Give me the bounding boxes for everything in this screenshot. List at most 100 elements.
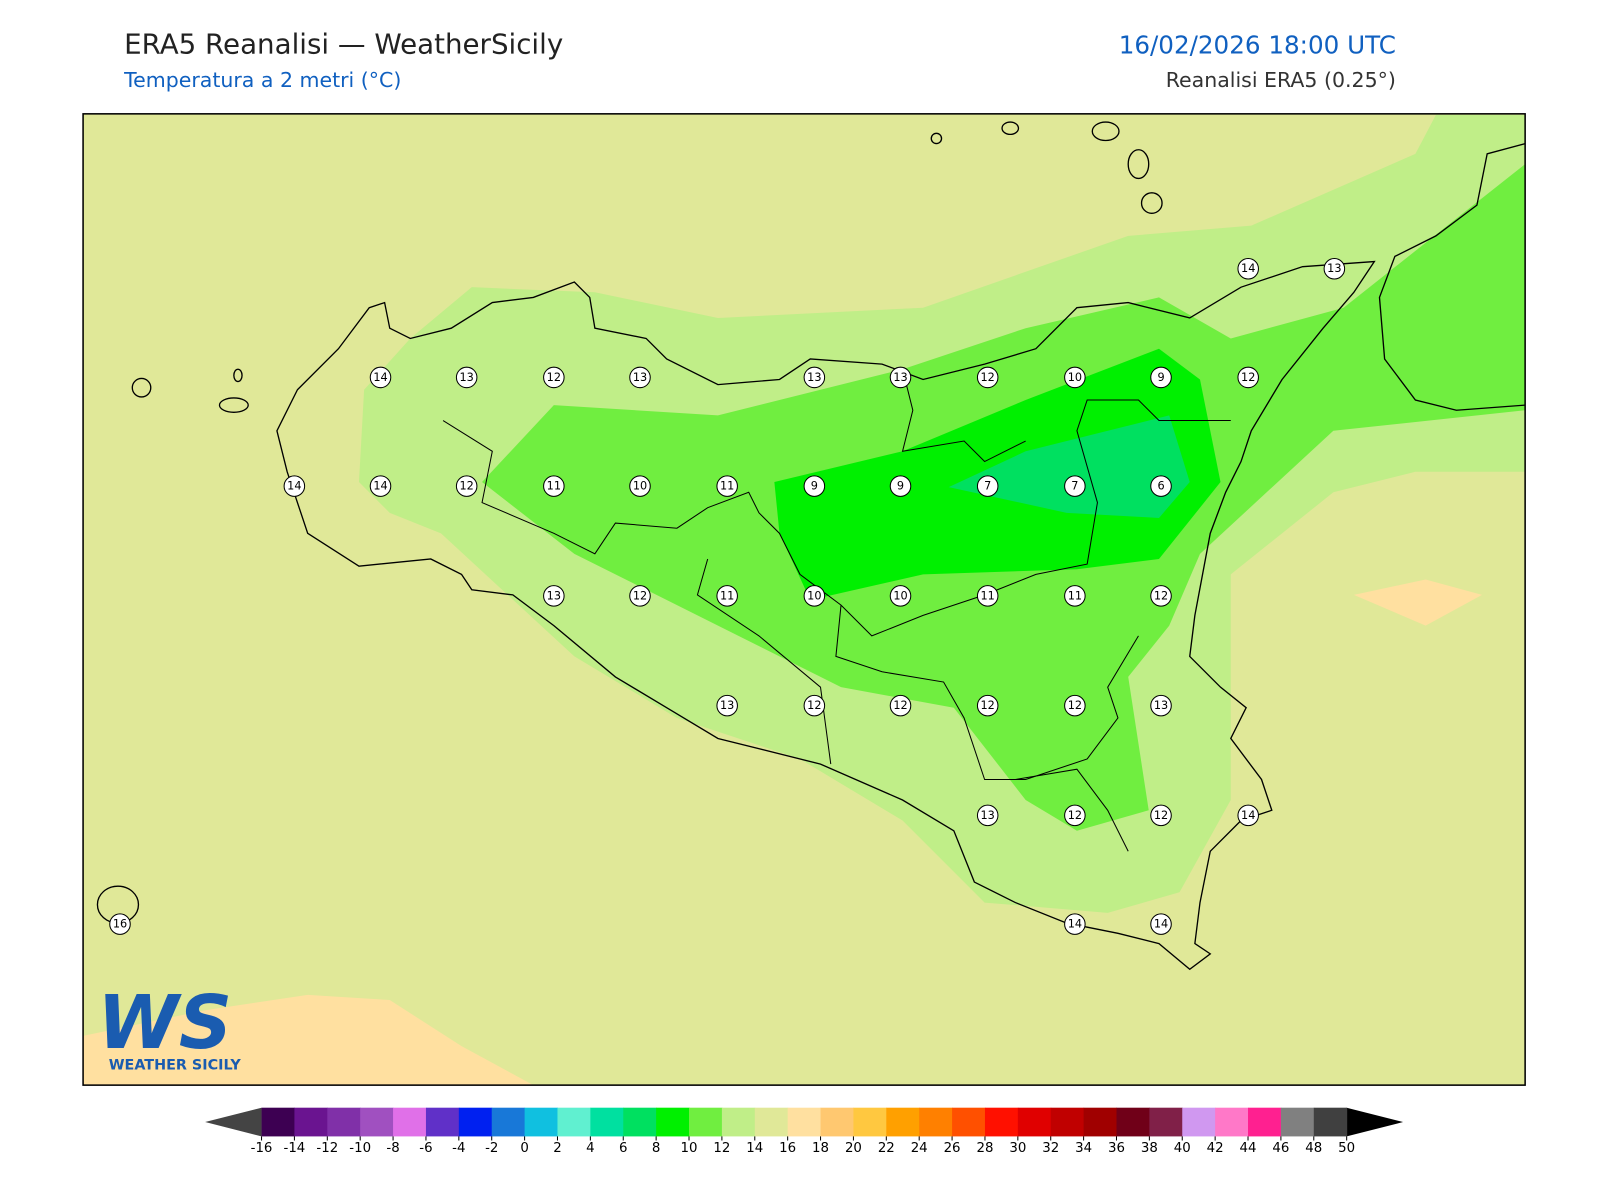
colorbar-segment xyxy=(952,1107,986,1137)
colorbar-under xyxy=(205,1107,262,1137)
station-value: 12 xyxy=(1154,809,1168,822)
colorbar-segment xyxy=(360,1107,394,1137)
colorbar-segment xyxy=(261,1107,295,1137)
station-marker xyxy=(976,475,999,497)
station-marker xyxy=(369,475,392,497)
station-value: 14 xyxy=(1241,262,1255,275)
colorbar-tick-label: 46 xyxy=(1272,1141,1289,1156)
station-marker xyxy=(889,585,912,607)
colorbar-tick-label: 4 xyxy=(586,1141,594,1156)
field-16-18 xyxy=(1353,579,1483,626)
colorbar-segment xyxy=(1050,1107,1085,1137)
station-value: 13 xyxy=(807,371,821,384)
station-value: 13 xyxy=(893,371,907,384)
station-value: 13 xyxy=(1154,699,1168,712)
station-marker xyxy=(1064,804,1086,827)
station-marker xyxy=(1150,694,1172,717)
colorbar-segment xyxy=(984,1107,1019,1137)
station-value: 11 xyxy=(547,480,561,493)
station-marker xyxy=(1064,585,1086,607)
station-value: 12 xyxy=(1154,589,1168,602)
colorbar-tick-label: -4 xyxy=(452,1141,465,1156)
colorbar-segment xyxy=(1149,1107,1183,1137)
station-marker xyxy=(1064,694,1086,717)
colorbar-segment xyxy=(557,1107,591,1137)
colorbar-tick-label: 2 xyxy=(553,1141,561,1156)
station-marker xyxy=(455,475,478,497)
colorbar-segment xyxy=(721,1107,756,1137)
colorbar-segment xyxy=(458,1107,493,1137)
station-value: 12 xyxy=(633,589,647,602)
station-marker xyxy=(976,804,999,827)
colorbar-tick-label: 16 xyxy=(779,1141,796,1156)
colorbar-segment xyxy=(393,1107,427,1137)
colorbar-tick-label: 32 xyxy=(1042,1141,1059,1156)
station-marker xyxy=(1237,804,1259,827)
station-value: 13 xyxy=(981,809,995,822)
station-marker xyxy=(629,585,651,607)
station-value: 9 xyxy=(811,480,818,493)
colorbar-tick-label: 50 xyxy=(1338,1141,1355,1156)
colorbar-tick-label: 48 xyxy=(1305,1141,1322,1156)
colorbar-segment xyxy=(590,1107,624,1137)
colorbar-segment xyxy=(754,1107,789,1137)
colorbar-tick-label: 12 xyxy=(713,1141,730,1156)
station-marker xyxy=(629,366,651,389)
station-value: 12 xyxy=(807,699,821,712)
station-value: 7 xyxy=(984,480,991,493)
colorbar-tick-label: -14 xyxy=(284,1141,306,1156)
station-value: 12 xyxy=(893,699,907,712)
station-marker xyxy=(109,913,131,935)
colorbar-segment xyxy=(820,1107,854,1137)
colorbar-tick-label: -8 xyxy=(386,1141,399,1156)
station-marker xyxy=(716,475,738,497)
station-value: 14 xyxy=(373,371,387,384)
station-marker xyxy=(803,585,826,607)
colorbar-tick-label: -16 xyxy=(251,1141,273,1156)
station-value: 13 xyxy=(633,371,647,384)
station-marker xyxy=(543,475,565,497)
station-marker xyxy=(976,694,999,717)
station-marker xyxy=(1150,913,1172,935)
station-value: 12 xyxy=(981,371,995,384)
station-value: 14 xyxy=(373,480,387,493)
colorbar-segment xyxy=(919,1107,953,1137)
station-value: 11 xyxy=(1068,589,1082,602)
colorbar-tick-label: 18 xyxy=(812,1141,829,1156)
colorbar-tick-label: -10 xyxy=(349,1141,371,1156)
colorbar-segment xyxy=(1182,1107,1216,1137)
station-marker xyxy=(1150,585,1172,607)
colorbar-segment xyxy=(1215,1107,1249,1137)
station-value: 6 xyxy=(1157,480,1164,493)
station-marker xyxy=(1064,913,1086,935)
station-value: 10 xyxy=(807,589,821,602)
station-marker xyxy=(283,475,306,497)
station-value: 14 xyxy=(1241,809,1255,822)
station-value: 9 xyxy=(1157,371,1164,384)
colorbar-segment xyxy=(1116,1107,1150,1137)
station-value: 10 xyxy=(1068,371,1082,384)
station-value: 9 xyxy=(897,480,904,493)
colorbar-tick-label: 30 xyxy=(1009,1141,1026,1156)
colorbar-tick-label: 42 xyxy=(1207,1141,1224,1156)
station-value: 14 xyxy=(287,480,301,493)
station-marker xyxy=(803,694,826,717)
colorbar-segment xyxy=(1313,1107,1348,1137)
station-value: 14 xyxy=(1154,918,1168,931)
station-marker xyxy=(1237,366,1259,389)
colorbar-tick-label: 0 xyxy=(520,1141,528,1156)
station-value: 7 xyxy=(1071,480,1078,493)
station-value: 10 xyxy=(633,480,647,493)
colorbar-tick-label: -12 xyxy=(316,1141,338,1156)
stations: 14 13 14 13 12 13 13 13 12 10 9 12 14 14 12 11 10 11 9 9 7 7 6… xyxy=(109,257,1346,935)
colorbar-tick-label: -6 xyxy=(419,1141,432,1156)
station-marker xyxy=(369,366,392,389)
colorbar-tick-label: 14 xyxy=(746,1141,763,1156)
station-marker xyxy=(716,585,738,607)
colorbar-segment xyxy=(689,1107,723,1137)
colorbar-segment xyxy=(1248,1107,1282,1137)
colorbar-segment xyxy=(491,1107,526,1137)
colorbar-tick-label: 6 xyxy=(619,1141,627,1156)
colorbar-segment xyxy=(886,1107,920,1137)
colorbar-segment xyxy=(1280,1107,1315,1137)
